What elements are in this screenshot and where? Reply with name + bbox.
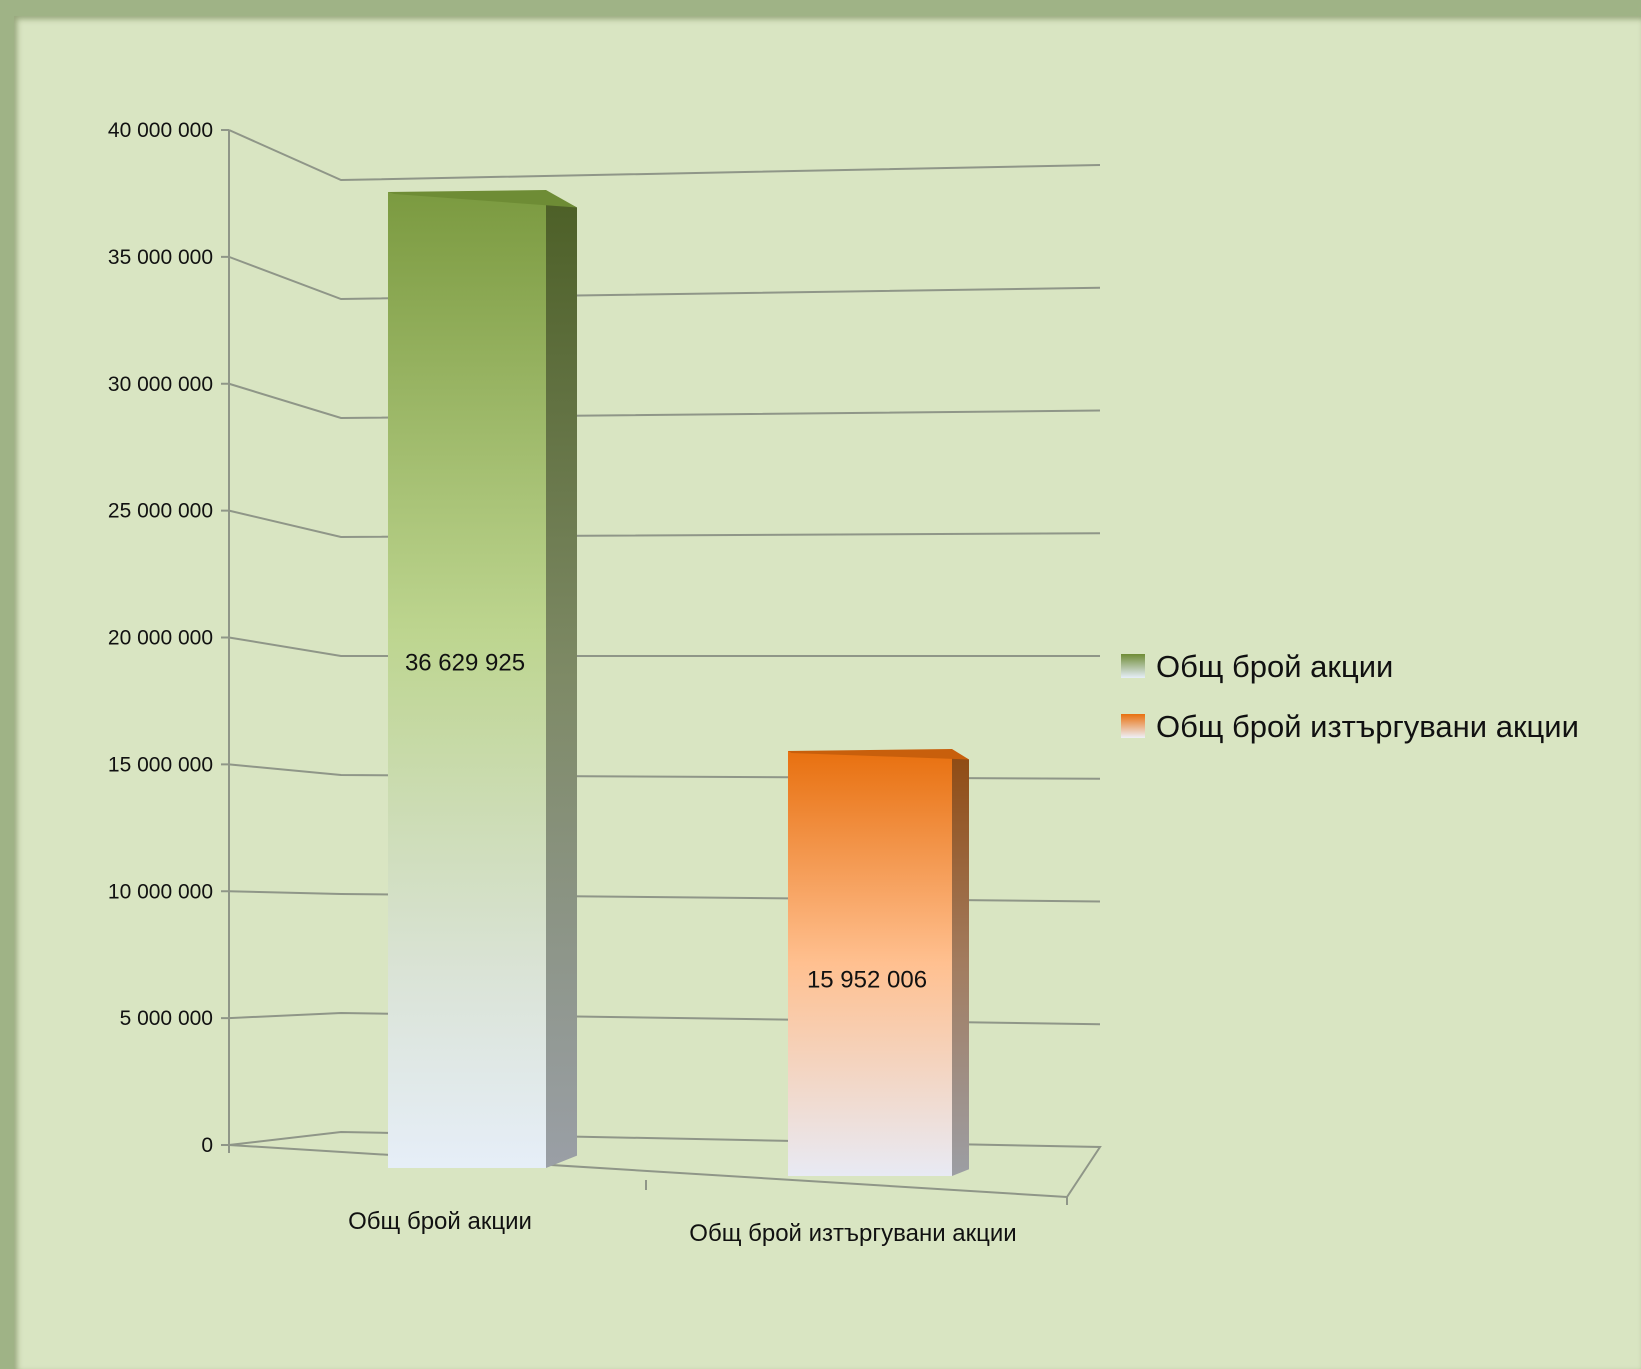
- legend-swatch: [1121, 714, 1145, 738]
- data-label: 15 952 006: [807, 966, 927, 993]
- bar-top-face: [388, 190, 577, 208]
- y-tick-label: 20 000 000: [108, 627, 213, 650]
- axes: [228, 130, 1102, 1205]
- legend-swatch: [1121, 654, 1145, 678]
- legend: Общ брой акции Общ брой изтъргувани акции: [1121, 649, 1579, 744]
- bars: [388, 190, 969, 1176]
- labels: 0 5 000 000 10 000 000 15 000 000 20 000 000…: [108, 119, 1017, 1247]
- floor-outline: [228, 1130, 1102, 1198]
- legend-label: Общ брой изтъргувани акции: [1156, 709, 1579, 744]
- y-tick-label: 0: [201, 1134, 213, 1157]
- y-tick-label: 25 000 000: [108, 500, 213, 523]
- gridline: [228, 1011, 1101, 1026]
- gridline: [228, 129, 1101, 182]
- gridline: [228, 890, 1101, 903]
- bar-side-face: [546, 192, 577, 1168]
- bar-top-face: [788, 748, 969, 760]
- gridline: [228, 509, 1101, 539]
- bar: [788, 748, 969, 1176]
- category-label: Общ брой акции: [348, 1208, 532, 1235]
- gridline: [228, 255, 1101, 301]
- bar: [388, 190, 577, 1168]
- bar-front-face: [788, 750, 952, 1176]
- y-tick-label: 35 000 000: [108, 246, 213, 269]
- y-tick-label: 5 000 000: [120, 1007, 213, 1030]
- y-tick-label: 40 000 000: [108, 119, 213, 142]
- category-label: Общ брой изтъргувани акции: [689, 1220, 1016, 1247]
- y-tick-label: 10 000 000: [108, 880, 213, 903]
- legend-entry: Общ брой акции: [1121, 649, 1393, 684]
- legend-label: Общ брой акции: [1156, 649, 1393, 684]
- y-tick-label: 15 000 000: [108, 753, 213, 776]
- gridline: [228, 763, 1101, 780]
- legend-entry: Общ брой изтъргувани акции: [1121, 709, 1579, 744]
- gridline: [228, 382, 1101, 420]
- x-axis-line: [228, 1144, 1068, 1198]
- bar-front-face: [388, 192, 546, 1168]
- bar-side-face: [952, 750, 969, 1176]
- data-label: 36 629 925: [405, 649, 525, 676]
- gridline: [228, 636, 1100, 657]
- y-tick-label: 30 000 000: [108, 373, 213, 396]
